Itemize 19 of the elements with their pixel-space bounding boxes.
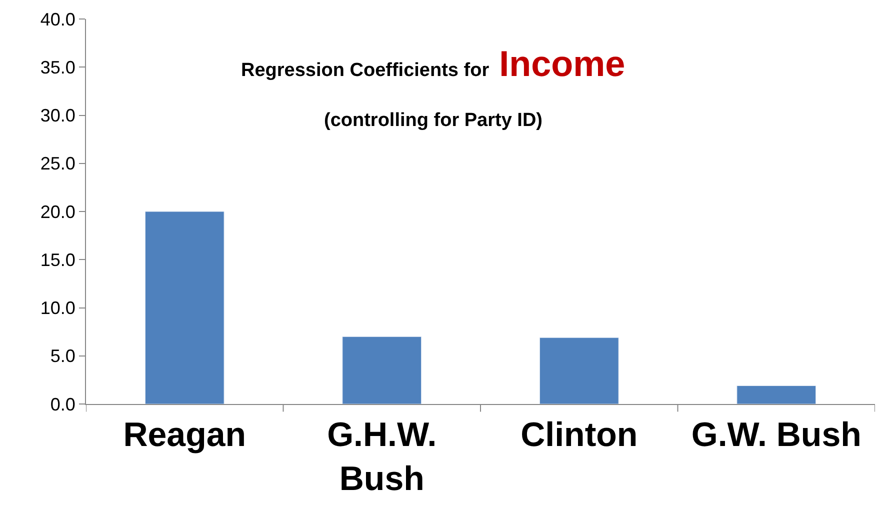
text: (controlling for Party ID) (324, 110, 542, 131)
x-tick-label: G.W. Bush (691, 416, 862, 454)
y-tick-label: 25.0 (40, 154, 76, 174)
y-tick-label: 40.0 (40, 9, 76, 30)
y-tick-label: 15.0 (40, 250, 76, 270)
x-tick-label: Clinton (520, 416, 638, 454)
bar (539, 337, 619, 404)
x-tick-label: G.H.W. Bush (327, 416, 437, 498)
bar (144, 211, 224, 404)
y-tick-label: 10.0 (40, 298, 76, 318)
bar (342, 336, 422, 404)
text: Regression Coefficients for Income (241, 43, 626, 84)
y-tick-label: 30.0 (40, 106, 76, 126)
y-tick-label: 0.0 (50, 394, 76, 414)
y-tick-label: 20.0 (40, 202, 76, 222)
bar (736, 385, 816, 404)
x-tick-label: Reagan (123, 416, 246, 454)
y-tick-label: 35.0 (40, 57, 76, 78)
y-tick-label: 5.0 (50, 346, 76, 366)
